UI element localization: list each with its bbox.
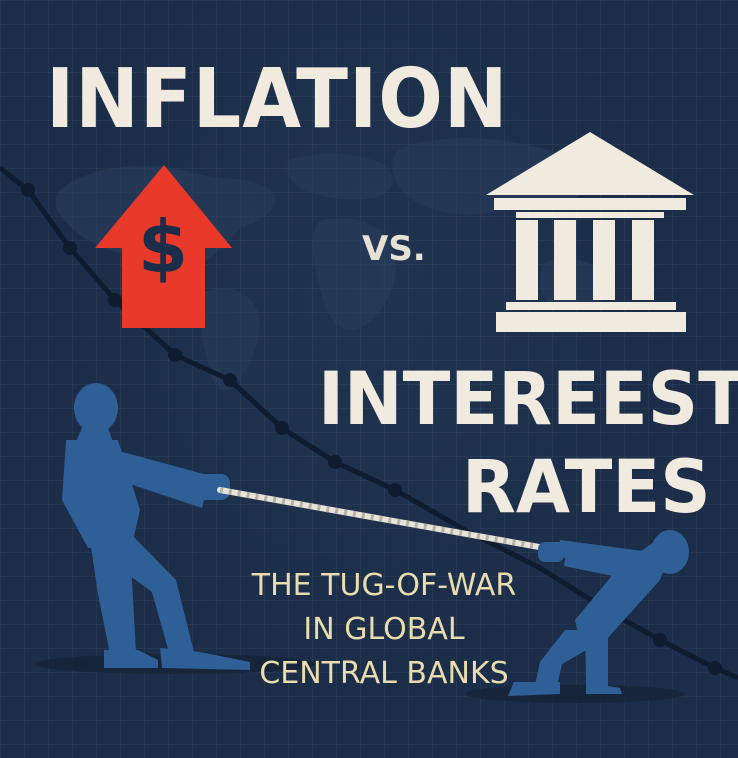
background-line-chart-points (21, 183, 722, 675)
subtitle-line-1: THE TUG-OF-WAR (251, 568, 517, 603)
headline-inflation: INFLATION (46, 50, 509, 147)
headline-rates: RATES (462, 443, 711, 530)
dollar-sign: $ (138, 205, 188, 289)
subtitle: THE TUG-OF-WAR IN GLOBAL CENTRAL BANKS (214, 564, 554, 696)
subtitle-line-2: IN GLOBAL (303, 612, 465, 647)
headline-interest: INTEREEST (318, 355, 738, 442)
headline-versus: VS. (362, 229, 426, 269)
subtitle-line-3: CENTRAL BANKS (259, 656, 509, 691)
rope (217, 487, 559, 553)
dollar-up-arrow-icon: $ (95, 165, 232, 328)
left-tug-figure (62, 383, 250, 670)
right-tug-figure (508, 530, 689, 696)
bank-building-icon (486, 132, 694, 332)
